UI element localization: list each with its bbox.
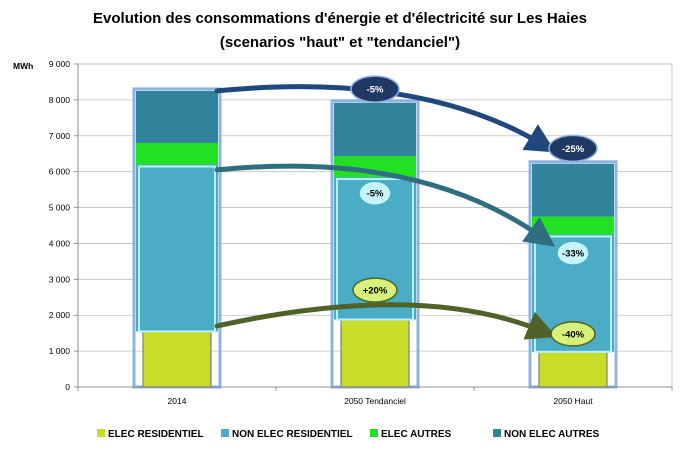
bar-segment-non-elec-autres xyxy=(334,102,416,157)
legend-swatch xyxy=(221,429,229,437)
trend-arrow xyxy=(214,163,556,247)
y-tick-label: 4 000 xyxy=(49,238,71,248)
badges-layer: -5% -25% -5% -33% +20% -40% xyxy=(350,75,598,347)
legend-label: NON ELEC AUTRES xyxy=(504,429,600,440)
legend-label: ELEC RESIDENTIEL xyxy=(108,429,204,440)
x-tick-label: 2050 Tendanciel xyxy=(344,396,406,406)
bar-segment-elec-autres xyxy=(532,216,614,235)
y-tick-label: 1 000 xyxy=(49,346,71,356)
legend-label: NON ELEC RESIDENTIEL xyxy=(232,429,353,440)
trend-arrow xyxy=(214,302,557,340)
x-tick-label: 2050 Haut xyxy=(553,396,593,406)
change-badge: -40% xyxy=(550,321,596,347)
bar-segment-non-elec-autres xyxy=(532,163,614,217)
trend-arrow xyxy=(214,84,556,153)
y-axis-unit: MWh xyxy=(13,61,33,71)
legend-swatch xyxy=(493,429,501,437)
legend-item: ELEC RESIDENTIEL xyxy=(97,429,204,440)
legend: ELEC RESIDENTIEL NON ELEC RESIDENTIEL ELEC… xyxy=(97,429,600,440)
bar-segment-non-elec-autres xyxy=(136,90,218,143)
chart-title: Evolution des consommations d'énergie et… xyxy=(93,10,587,27)
bar-highlight xyxy=(534,235,612,353)
bar-segment-elec-residentiel xyxy=(340,318,410,388)
legend-swatch xyxy=(97,429,105,437)
x-tick-label: 2014 xyxy=(168,396,187,406)
change-badge: -5% xyxy=(350,75,400,103)
legend-swatch xyxy=(370,429,378,437)
legend-item: NON ELEC AUTRES xyxy=(493,429,600,440)
change-badge-label: -5% xyxy=(367,85,384,96)
change-badge-label: -33% xyxy=(562,249,585,260)
x-axis: 2014 2050 Tendanciel 2050 Haut xyxy=(77,386,673,406)
bar-highlight xyxy=(138,165,216,333)
arrows-layer xyxy=(214,84,557,340)
y-axis: 0 1 000 2 000 3 000 4 000 5 000 6 000 7 000 8 00… xyxy=(49,59,79,392)
change-badge: +20% xyxy=(352,277,398,303)
y-tick-label: 3 000 xyxy=(49,274,71,284)
change-badge-label: -40% xyxy=(562,329,585,340)
y-tick-label: 6 000 xyxy=(49,167,71,177)
y-tick-label: 0 xyxy=(65,382,70,392)
legend-item: NON ELEC RESIDENTIEL xyxy=(221,429,353,440)
y-tick-label: 9 000 xyxy=(49,59,71,69)
bar-segment-elec-residentiel xyxy=(142,330,212,388)
change-badge: -5% xyxy=(358,180,392,206)
bar-segment-non-elec-residentiel xyxy=(136,164,218,332)
y-tick-label: 7 000 xyxy=(49,131,71,141)
legend-label: ELEC AUTRES xyxy=(381,429,452,440)
y-tick-label: 2 000 xyxy=(49,310,71,320)
change-badge: -25% xyxy=(548,134,598,163)
y-tick-label: 5 000 xyxy=(49,203,71,213)
change-badge-label: -5% xyxy=(367,189,384,200)
change-badge-label: -25% xyxy=(562,144,585,155)
bar-highlight xyxy=(336,178,414,321)
y-tick-label: 8 000 xyxy=(49,95,71,105)
change-badge: -33% xyxy=(556,240,590,266)
legend-item: ELEC AUTRES xyxy=(370,429,452,440)
chart-subtitle: (scenarios "haut" et "tendanciel") xyxy=(220,34,460,51)
change-badge-label: +20% xyxy=(363,286,388,297)
bar-segment-elec-residentiel xyxy=(538,351,608,388)
bar-segment-elec-autres xyxy=(136,142,218,165)
